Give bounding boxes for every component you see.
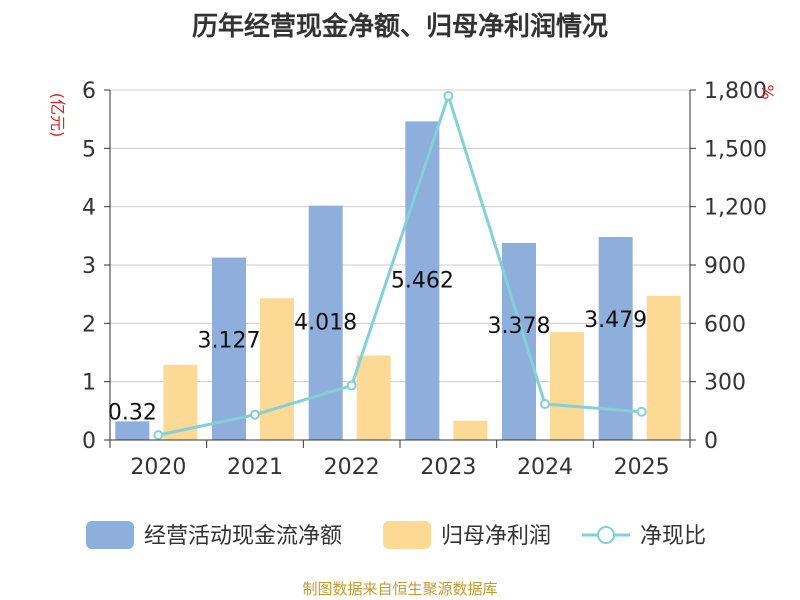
- x-axis-tick-label: 2023: [420, 455, 476, 480]
- left-axis-tick-label: 4: [82, 196, 96, 221]
- bar-value-label: 3.127: [198, 329, 261, 354]
- ratio-line: [153, 90, 647, 441]
- ratio-line-point: [443, 90, 454, 101]
- net-profit-bar: [260, 298, 294, 440]
- right-axis-tick-label: 1,200: [704, 196, 767, 221]
- grid-lines: [110, 89, 690, 383]
- ratio-line-path: [158, 90, 642, 437]
- left-axis-unit: (亿元): [48, 93, 67, 138]
- cashflow-bar: [212, 257, 246, 440]
- net-profit-bar: [550, 332, 584, 440]
- bar-value-label: 3.479: [584, 308, 647, 333]
- cashflow-bar: [115, 421, 150, 440]
- x-axis-tick-label: 2025: [614, 455, 670, 480]
- bar-value-label: 5.462: [391, 268, 454, 293]
- net-profit-bar: [453, 420, 488, 440]
- bar-value-label: 3.378: [488, 314, 551, 339]
- right-axis-tick-label: 0: [704, 429, 718, 454]
- legend-marker-ratio: [597, 526, 615, 544]
- source-note: 制图数据来自恒生聚源数据库: [302, 580, 498, 598]
- ratio-line-point: [540, 399, 550, 410]
- legend-label-cashflow: 经营活动现金流净额: [144, 524, 342, 549]
- ratio-line-point: [636, 406, 647, 417]
- ratio-line-point: [153, 430, 164, 441]
- legend-swatch-net-profit: [383, 521, 431, 549]
- left-axis-tick-label: 3: [82, 254, 96, 279]
- x-axis-tick-label: 2020: [130, 455, 186, 480]
- ratio-line-point: [346, 380, 357, 391]
- bar-value-label: 0.32: [108, 400, 157, 425]
- legend: 经营活动现金流净额 归母净利润 净现比: [86, 521, 706, 549]
- right-axis-tick-label: 1,500: [704, 137, 767, 162]
- axes: 0 1 2 3 4 5 6 0 300 600 900 1,200 1,500 1,800 (亿元)% 202…: [48, 79, 777, 480]
- cashflow-bar: [598, 237, 633, 440]
- left-axis-tick-label: 5: [82, 137, 96, 162]
- legend-swatch-cashflow: [86, 521, 134, 549]
- chart-title: 历年经营现金净额、归母净利润情况: [191, 12, 608, 42]
- right-axis-tick-label: 600: [704, 312, 746, 337]
- right-axis-unit: %: [758, 84, 777, 99]
- ratio-line-point: [250, 409, 260, 420]
- left-axis-tick-label: 1: [82, 371, 96, 396]
- x-axis-tick-label: 2022: [324, 455, 380, 480]
- left-axis-tick-label: 0: [82, 429, 96, 454]
- right-axis-tick-label: 300: [704, 371, 746, 396]
- data-labels: 0.32 3.127 4.018 5.462 3.378 3.479: [108, 268, 647, 425]
- legend-label-ratio: 净现比: [640, 524, 706, 549]
- bars: [115, 121, 681, 440]
- right-axis-tick-label: 900: [704, 254, 746, 279]
- right-axis-tick-label: 1,800: [704, 79, 767, 104]
- x-axis-tick-label: 2021: [227, 455, 283, 480]
- legend-label-net-profit: 归母净利润: [441, 524, 551, 549]
- x-axis-tick-label: 2024: [517, 455, 573, 480]
- cashflow-bar: [308, 205, 343, 440]
- bar-value-label: 4.018: [294, 311, 357, 336]
- left-axis-tick-label: 6: [82, 79, 96, 104]
- net-profit-bar: [356, 355, 391, 440]
- cashflow-bar: [502, 242, 536, 440]
- net-profit-bar: [646, 295, 681, 440]
- left-axis-tick-label: 2: [82, 312, 96, 337]
